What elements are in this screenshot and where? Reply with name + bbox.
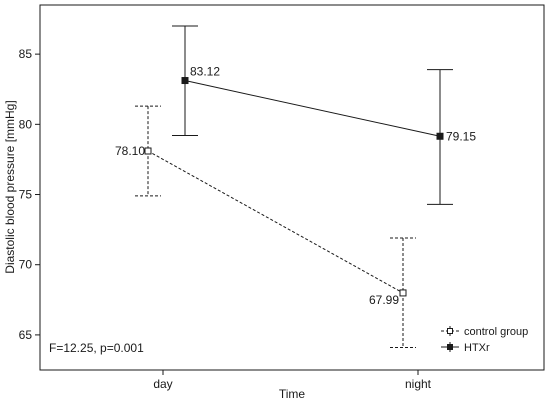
data-label-htxr-day: 83.12: [190, 65, 220, 79]
y-axis: 65 70 75 80 85: [19, 47, 40, 342]
series-line-htxr: [184, 80, 441, 137]
series-htxr: 83.12 79.15: [172, 25, 476, 205]
legend-marker-htxr: [447, 344, 453, 350]
data-point-htxr-night: [436, 132, 444, 140]
data-point-control-group-night: [399, 289, 407, 297]
x-axis-title: Time: [279, 387, 306, 401]
x-tick-label-night: night: [405, 377, 432, 391]
legend-marker-control: [447, 328, 453, 334]
x-axis: day night: [153, 370, 432, 391]
y-axis-title: Diastolic blood pressure [mmHg]: [3, 100, 17, 273]
series-control-group: 78.10 67.99: [115, 105, 416, 349]
series-line-control-group: [147, 150, 404, 294]
legend: control group HTXr: [441, 326, 528, 354]
plot-area: [39, 4, 545, 371]
data-label-control-group-day: 78.10: [115, 144, 145, 158]
y-tick-label: 75: [19, 188, 33, 202]
series-layer: 78.10 67.99 83.12 79.15: [115, 25, 476, 349]
y-tick-label: 65: [19, 328, 33, 342]
data-label-htxr-night: 79.15: [446, 129, 476, 143]
data-point-htxr-day: [181, 77, 189, 85]
data-label-control-group-night: 67.99: [369, 293, 399, 307]
stats-annotation: F=12.25, p=0.001: [49, 341, 144, 355]
y-tick-label: 70: [19, 258, 33, 272]
legend-label-htxr: HTXr: [464, 342, 490, 354]
data-point-control-group-day: [144, 147, 152, 155]
legend-label-control-group: control group: [464, 326, 528, 338]
y-tick-label: 85: [19, 47, 33, 61]
x-tick-label-day: day: [153, 377, 172, 391]
y-tick-label: 80: [19, 117, 33, 131]
